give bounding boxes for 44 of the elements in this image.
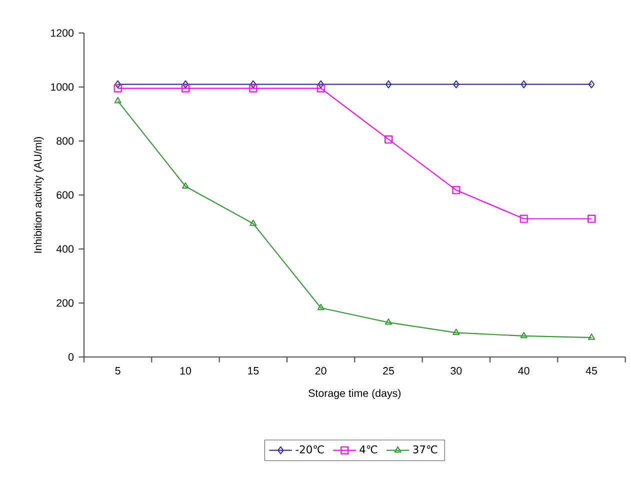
point <box>249 84 258 92</box>
point <box>317 304 324 310</box>
legend-label: -20℃ <box>296 445 324 454</box>
x-tick-label: 15 <box>248 367 259 374</box>
x-tick-label: 20 <box>315 367 326 375</box>
point <box>114 80 121 88</box>
x-tick-label: 25 <box>383 367 394 375</box>
point <box>384 318 392 325</box>
y-tick-label: 1000 <box>51 83 74 91</box>
point <box>385 80 392 88</box>
point <box>520 332 528 338</box>
point <box>182 84 190 92</box>
x-axis-title: Storage time (days) <box>308 389 401 400</box>
y-tick-label: 800 <box>56 137 74 145</box>
point <box>316 84 325 92</box>
point <box>114 84 122 92</box>
x-tick-label: 45 <box>586 367 597 374</box>
y-tick-label: 600 <box>56 191 74 199</box>
x-tick-label: 30 <box>450 367 462 375</box>
legend-label: 37℃ <box>413 445 438 454</box>
point <box>588 80 595 88</box>
point <box>182 182 190 189</box>
point <box>114 97 122 104</box>
y-tick-label: 200 <box>56 299 74 307</box>
y-axis-title: Inhibition activity (AU/ml) <box>34 137 44 253</box>
point <box>250 80 256 88</box>
x-tick-label: 10 <box>180 367 192 375</box>
point <box>520 214 528 223</box>
y-tick-label: 400 <box>56 245 74 253</box>
y-tick-label: 1200 <box>51 29 74 37</box>
point <box>452 186 460 194</box>
point <box>318 80 324 88</box>
x-tick-label: 40 <box>518 367 530 375</box>
point <box>588 334 596 340</box>
y-tick-label: 0 <box>68 353 74 361</box>
x-tick-label: 5 <box>115 367 120 374</box>
point <box>250 220 257 226</box>
point <box>452 328 460 335</box>
point <box>520 80 527 88</box>
point <box>453 80 460 88</box>
point <box>384 135 392 144</box>
point <box>182 80 189 88</box>
legend-label: 4℃ <box>360 445 378 454</box>
point <box>587 214 596 223</box>
